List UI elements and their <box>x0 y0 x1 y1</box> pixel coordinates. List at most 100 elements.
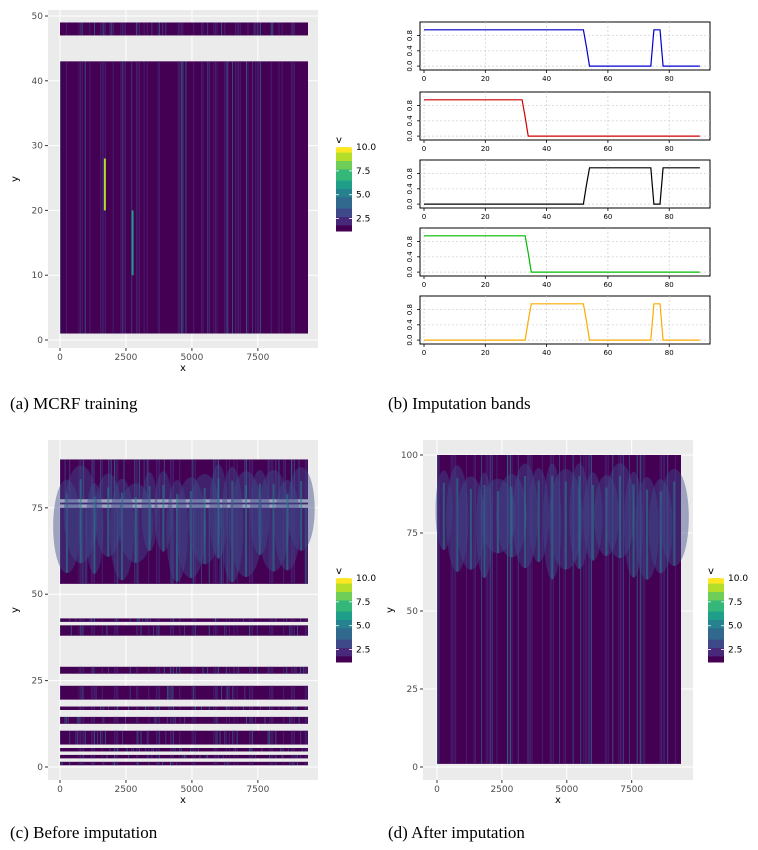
heat-streak <box>122 730 123 745</box>
heat-streak <box>123 22 125 36</box>
heat-streak <box>101 685 103 700</box>
heat-streak <box>114 666 116 674</box>
data-band <box>60 706 308 710</box>
heat-streak <box>286 618 288 622</box>
heat-streak <box>131 61 133 334</box>
heat-streak <box>115 730 117 745</box>
heat-streak <box>290 507 292 584</box>
heat-streak <box>300 666 302 674</box>
heat-streak <box>135 747 137 752</box>
heat-streak <box>148 754 150 759</box>
heat-streak <box>272 716 274 724</box>
heat-streak <box>252 685 254 700</box>
heat-streak <box>300 730 302 745</box>
heat-streak <box>101 22 103 36</box>
heat-streak <box>194 502 196 505</box>
heat-streak <box>584 455 586 764</box>
heat-streak <box>60 747 61 752</box>
colorbar-segment <box>336 636 352 641</box>
heat-streak <box>272 747 274 752</box>
heat-streak <box>294 502 295 505</box>
heat-streak <box>78 507 80 584</box>
heat-streak <box>148 618 150 622</box>
heat-streak <box>250 666 252 674</box>
heat-streak <box>306 459 308 500</box>
heat-streak <box>249 625 250 636</box>
colorbar-segment <box>708 620 724 624</box>
heat-streak <box>148 459 150 500</box>
colorbar-segment <box>708 594 724 599</box>
band-fill <box>60 618 308 622</box>
heat-streak <box>267 459 269 500</box>
heat-streak <box>170 459 171 500</box>
legend-label: 10.0 <box>356 574 376 584</box>
heat-streak <box>453 455 455 764</box>
heat-streak <box>193 747 195 752</box>
x-tick-label: 0 <box>422 145 426 153</box>
heat-streak <box>283 625 285 636</box>
heat-streak <box>66 61 68 334</box>
colorbar-segment <box>336 225 352 229</box>
colorbar-segment <box>336 631 352 635</box>
colorbar-segment <box>708 634 724 638</box>
heat-streak <box>91 625 92 636</box>
heat-streak <box>278 61 280 334</box>
heat-streak <box>91 761 92 766</box>
heat-streak <box>117 716 119 724</box>
heat-streak <box>81 706 83 710</box>
colorbar-segment <box>708 589 724 593</box>
heat-streak <box>267 666 269 674</box>
heat-streak <box>157 507 159 584</box>
x-axis-label: x <box>555 795 561 806</box>
heat-streak <box>176 761 178 766</box>
heat-streak <box>292 666 294 674</box>
heat-streak <box>179 747 181 752</box>
heat-streak <box>173 706 175 710</box>
heat-streak <box>166 716 168 724</box>
heat-streak <box>60 666 61 674</box>
heat-streak <box>208 706 210 710</box>
legend-label: 5.0 <box>356 622 371 632</box>
colorbar-segment <box>708 611 724 615</box>
colorbar-segment <box>336 169 352 173</box>
heat-streak <box>94 685 95 700</box>
heat-streak <box>78 618 80 622</box>
heat-streak <box>92 502 94 505</box>
heat-streak <box>530 455 531 764</box>
legend-title: v <box>336 135 342 146</box>
heat-streak <box>94 754 95 759</box>
heat-streak <box>252 502 254 505</box>
heat-streak <box>236 502 238 505</box>
heat-streak <box>83 754 85 759</box>
band-series-line <box>424 29 700 67</box>
colorbar-segment <box>708 659 724 663</box>
heat-streak <box>80 61 82 334</box>
heat-streak <box>290 22 292 36</box>
heat-streak <box>171 507 173 584</box>
heat-streak <box>215 618 216 622</box>
heat-streak <box>292 61 294 334</box>
heat-streak <box>157 685 159 700</box>
y-tick-label: 0.4 <box>406 115 414 127</box>
heat-streak <box>247 22 249 36</box>
heat-streak <box>589 455 591 764</box>
heat-streak <box>252 618 254 622</box>
heat-streak <box>179 459 181 500</box>
heat-streak <box>143 22 145 36</box>
heat-streak <box>207 666 209 674</box>
heat-streak <box>156 747 157 752</box>
heat-streak <box>177 22 179 36</box>
heat-streak <box>249 754 250 759</box>
heat-streak <box>252 754 254 759</box>
heat-streak <box>80 747 82 752</box>
colorbar-segment <box>336 194 352 198</box>
y-tick-label: 25 <box>407 685 418 695</box>
heat-streak <box>94 618 95 622</box>
heat-streak <box>215 502 216 505</box>
x-tick-label: 80 <box>665 75 674 83</box>
heat-streak <box>179 502 181 505</box>
heat-streak <box>496 455 498 764</box>
heat-streak <box>261 747 263 752</box>
heat-streak <box>216 502 218 505</box>
band-series-line <box>424 99 700 137</box>
